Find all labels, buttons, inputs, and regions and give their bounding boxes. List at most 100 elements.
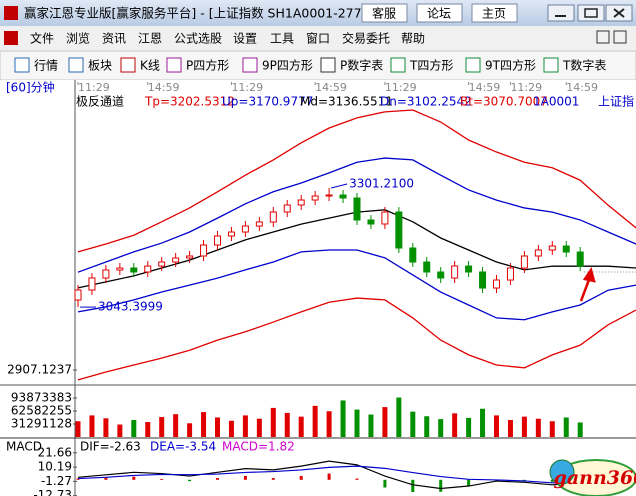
volume-bar (396, 397, 402, 437)
menu-item[interactable]: 资讯 (102, 32, 126, 46)
menu-item[interactable]: 窗口 (306, 32, 330, 46)
security-name: 上证指 (598, 94, 634, 109)
toolbar-icon[interactable] (320, 57, 336, 73)
title-button-label[interactable]: 客服 (372, 6, 396, 21)
candle-body (241, 225, 249, 233)
toolbar-icon[interactable] (120, 57, 136, 73)
mdi-controls[interactable] (596, 30, 627, 44)
volume-bar (577, 422, 583, 437)
minimize-button[interactable] (547, 4, 575, 22)
band-label: Bt=3070.7007 (460, 95, 548, 109)
title-button-label[interactable]: 主页 (482, 7, 506, 21)
volume-bar (131, 419, 137, 437)
max-button[interactable] (613, 30, 627, 44)
menu-item[interactable]: 设置 (233, 32, 257, 46)
title-button[interactable] (471, 3, 518, 23)
toolbar-item[interactable]: P四方形 (186, 58, 229, 73)
toolbar-item[interactable]: T数字表 (562, 58, 606, 73)
candle-body (297, 199, 305, 206)
y-tick-label: 2907.1237 (7, 363, 72, 377)
toolbar-icon[interactable] (543, 57, 559, 73)
volume-bar (549, 421, 555, 437)
menu-bar (0, 26, 636, 51)
volume-bar (563, 417, 569, 437)
window-controls[interactable] (547, 4, 633, 22)
x-tick-label: 14:59 (148, 81, 180, 94)
candle-body (283, 204, 291, 213)
candle-body (381, 211, 389, 225)
toolbar-item[interactable]: K线 (140, 59, 160, 73)
candle-body (562, 245, 570, 253)
restore-button[interactable] (596, 30, 610, 44)
annotation: 3043.3999 (98, 300, 163, 314)
macd-tick-label: 10.19 (38, 460, 72, 474)
menu-item[interactable]: 浏览 (66, 31, 90, 46)
volume-bar (173, 414, 179, 437)
candle-body (506, 267, 514, 281)
toolbar-icon[interactable] (68, 57, 84, 73)
indicator-name: 极反通道 (76, 95, 124, 109)
toolbar-icon[interactable] (390, 57, 406, 73)
title-button[interactable] (416, 3, 463, 23)
volume-bar (424, 416, 430, 437)
macd-title: MACD (6, 440, 42, 454)
x-tick-label: 14:59 (315, 81, 347, 94)
candle-body (200, 244, 208, 257)
volume-bar (89, 415, 95, 437)
volume-bar (256, 418, 262, 437)
toolbar-item[interactable]: 9P四方形 (262, 58, 313, 73)
menu-item[interactable]: 帮助 (401, 32, 425, 46)
toolbar-item[interactable]: 行情 (34, 59, 58, 73)
candle-body (339, 194, 347, 199)
candle-body (214, 235, 221, 246)
candle-body (367, 219, 375, 225)
volume-bar (145, 422, 151, 437)
arrow (579, 267, 596, 302)
app-icon (4, 6, 18, 20)
band-label: Tp=3202.5312 (144, 95, 235, 109)
window-title: 赢家江恩专业版[赢家服务平台] - [上证指数 SH1A0001-277[60] (24, 6, 387, 21)
band-line (77, 157, 636, 273)
dea-line (77, 465, 581, 485)
macd-label: DEA=-3.54 (150, 440, 216, 454)
macd-tick-label: -1.27 (41, 474, 72, 488)
volume-bar (159, 417, 165, 437)
toolbar-icon[interactable] (166, 57, 182, 73)
candle-body (437, 271, 445, 279)
candle-body (451, 265, 459, 279)
title-button-label[interactable]: 论坛 (427, 7, 451, 21)
volume-bar (326, 411, 332, 437)
candle-body (353, 197, 361, 221)
volume-bar (117, 424, 123, 437)
maximize-button[interactable] (577, 4, 605, 22)
candle-body (325, 194, 333, 197)
menu-item[interactable]: 交易委托 (342, 31, 390, 46)
toolbar-item[interactable]: 9T四方形 (485, 58, 536, 73)
candle-body (186, 255, 194, 259)
candle-body (158, 261, 166, 267)
band-line (77, 297, 636, 381)
menu-item[interactable]: 公式选股 (174, 32, 222, 46)
candle-body (576, 251, 584, 267)
toolbar-item[interactable]: 板块 (88, 59, 112, 73)
menu-item[interactable]: 文件 (30, 31, 54, 46)
candle-body (395, 211, 403, 249)
title-bar (0, 0, 636, 26)
menu-item[interactable]: 工具 (270, 32, 294, 46)
title-button[interactable] (361, 3, 408, 23)
menu-item[interactable]: 江恩 (138, 32, 162, 46)
volume-bar (284, 412, 290, 437)
toolbar-icon[interactable] (465, 57, 481, 73)
volume-tick-label: 93873383 (11, 391, 72, 405)
toolbar-item[interactable]: P数字表 (340, 58, 383, 73)
volume-bar (382, 407, 388, 437)
x-tick-label: 11:29 (385, 81, 417, 94)
band-line (77, 249, 636, 321)
toolbar-item[interactable]: T四方形 (409, 58, 453, 73)
band-label: Md=3136.5511 (300, 95, 393, 109)
candle-body (227, 231, 235, 237)
volume-bar (521, 416, 527, 437)
toolbar-icon[interactable] (14, 57, 30, 73)
toolbar-icon[interactable] (242, 57, 258, 73)
